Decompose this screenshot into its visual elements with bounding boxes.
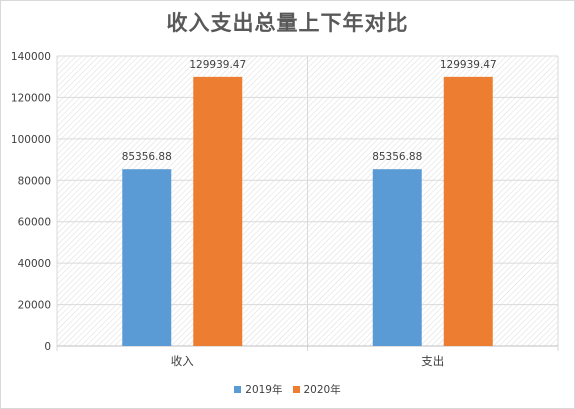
bar (122, 169, 172, 346)
y-tick-label: 100000 (11, 134, 51, 146)
y-tick-label: 120000 (11, 92, 51, 104)
bar (443, 76, 493, 347)
data-label: 85356.88 (122, 151, 172, 163)
data-label: 129939.47 (189, 59, 246, 71)
data-label: 85356.88 (372, 151, 422, 163)
legend-item-2019: 2019年 (234, 382, 283, 397)
legend-label-2020: 2020年 (303, 384, 341, 396)
category-label: 支出 (421, 354, 444, 368)
y-tick-label: 60000 (18, 217, 51, 229)
bar (193, 76, 243, 347)
legend-swatch-2019 (234, 386, 242, 393)
chart-title: 收入支出总量上下年对比 (166, 11, 409, 35)
y-tick-label: 40000 (18, 258, 51, 270)
y-tick-label: 80000 (18, 175, 51, 187)
y-tick-label: 20000 (18, 300, 51, 312)
y-tick-label: 140000 (11, 51, 51, 63)
data-label: 129939.47 (440, 59, 497, 71)
legend-swatch-2020 (292, 386, 300, 393)
y-tick-label: 0 (44, 341, 51, 353)
category-label: 收入 (171, 354, 194, 368)
legend: 2019年 2020年 (1, 382, 574, 397)
bar (372, 169, 422, 346)
legend-item-2020: 2020年 (292, 382, 341, 397)
legend-label-2019: 2019年 (245, 384, 283, 396)
